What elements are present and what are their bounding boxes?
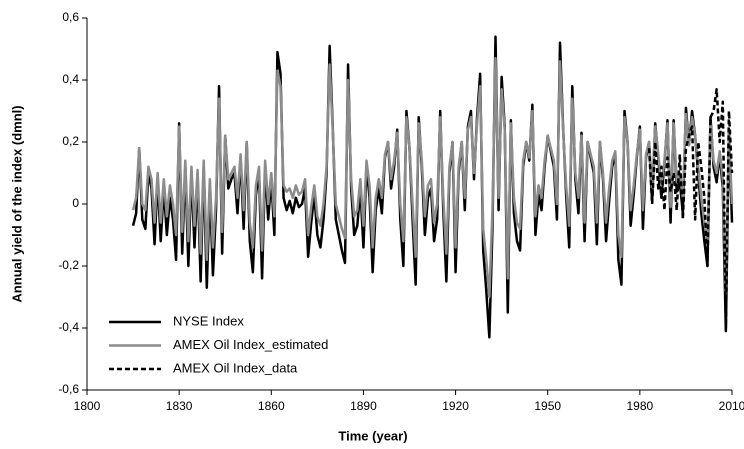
y-tick-label: -0,4 xyxy=(58,320,79,334)
y-tick-label: 0,2 xyxy=(62,134,79,148)
series-line xyxy=(647,88,734,330)
series-line xyxy=(131,57,734,299)
y-tick-label: 0,6 xyxy=(62,10,79,24)
x-axis-title: Time (year) xyxy=(338,428,407,443)
legend-label: AMEX Oil Index_data xyxy=(173,360,298,375)
x-tick-label: 1920 xyxy=(442,399,469,413)
x-tick-label: 1890 xyxy=(350,399,377,413)
x-tick-label: 1830 xyxy=(166,399,193,413)
y-tick-label: -0,2 xyxy=(58,258,79,272)
y-axis-title: Annual yield of the index (dmnl) xyxy=(9,105,24,302)
y-tick-label: -0,6 xyxy=(58,382,79,396)
x-tick-label: 1980 xyxy=(627,399,654,413)
y-tick-label: 0,4 xyxy=(62,72,79,86)
x-tick-label: 1860 xyxy=(258,399,285,413)
legend-label: NYSE Index xyxy=(173,313,244,328)
y-tick-label: 0 xyxy=(72,196,79,210)
x-tick-label: 2010 xyxy=(719,399,744,413)
legend-label: AMEX Oil Index_estimated xyxy=(173,337,328,352)
x-tick-label: 1800 xyxy=(74,399,101,413)
x-tick-label: 1950 xyxy=(534,399,561,413)
